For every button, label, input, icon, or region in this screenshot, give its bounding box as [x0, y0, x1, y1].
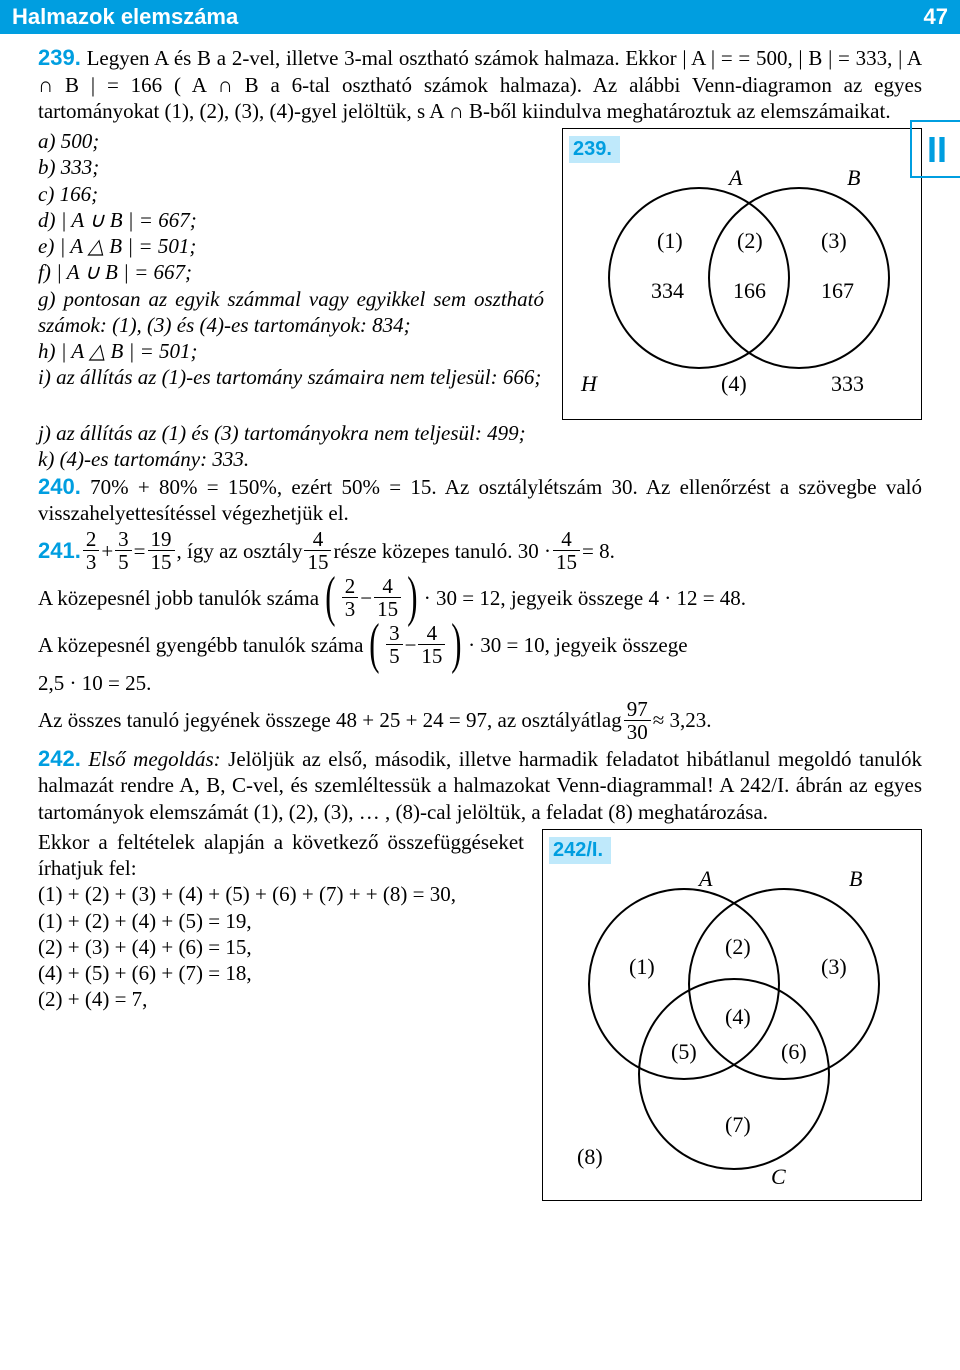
p241-line3: A közepesnél gyengébb tanulók száma ( 35…	[38, 622, 922, 667]
p242-lead: 242. Első megoldás: Jelöljük az első, má…	[38, 745, 922, 825]
p239-answers: a) 500; b) 333; c) 166; d) | A ∪ B | = 6…	[38, 128, 544, 391]
p239-intro: 239. Legyen A és B a 2-vel, illetve 3-ma…	[38, 44, 922, 124]
p242-num: 242.	[38, 746, 81, 771]
p240: 240. 70% + 80% = 150%, ezért 50% = 15. A…	[38, 473, 922, 527]
p239-intro-text: Legyen A és B a 2-vel, illetve 3-mal osz…	[38, 46, 922, 123]
p242-fig-label: 242/I.	[549, 837, 611, 864]
p239-fig-label: 239.	[569, 136, 620, 163]
p241-l1-tail: része közepes tanuló. 30 ·	[333, 538, 551, 564]
venn239-r3: (3)	[821, 228, 847, 253]
p239-e: e) | A △ B | = 501;	[38, 233, 544, 259]
p242-eq1: (1) + (2) + (3) + (4) + (5) + (6) + (7) …	[38, 881, 524, 907]
venn242-r2: (2)	[725, 934, 751, 959]
lparen-icon-2: (	[370, 628, 380, 662]
venn242-r1: (1)	[629, 954, 655, 979]
venn239-H: H	[580, 371, 598, 396]
p239-k: k) (4)-es tartomány: 333.	[38, 446, 922, 472]
venn239-r2: (2)	[737, 228, 763, 253]
p239-b: b) 333;	[38, 154, 544, 180]
venn242-r7: (7)	[725, 1112, 751, 1137]
p242-eq3: (2) + (3) + (4) + (6) = 15,	[38, 934, 524, 960]
rparen-icon: )	[407, 581, 417, 615]
p242-left: Ekkor a feltételek alapján a következő ö…	[38, 829, 524, 1013]
p241-l5-tail: ≈ 3,23.	[653, 707, 712, 733]
p242-eq4: (4) + (5) + (6) + (7) = 18,	[38, 960, 524, 986]
p241-l5-lead: Az összes tanuló jegyének összege 48 + 2…	[38, 707, 622, 733]
venn239-B: B	[847, 165, 860, 190]
venn239-v4: 333	[831, 371, 864, 396]
venn242-r8: (8)	[577, 1144, 603, 1169]
p242-lead-em: Első megoldás:	[88, 747, 220, 771]
venn242-svg: A B C (1) (2) (3) (4) (5) (6) (7) (8)	[549, 864, 909, 1194]
chapter-mark: II	[910, 120, 960, 178]
venn239-r1: (1)	[657, 228, 683, 253]
p241-num: 241.	[38, 537, 81, 565]
p239-figure: 239. A B (1) (2) (3) 334 166 167 (4) 333…	[562, 128, 922, 420]
venn242-C: C	[771, 1164, 786, 1189]
venn239-v1: 334	[651, 278, 684, 303]
p240-text: 70% + 80% = 150%, ezért 50% = 15. Az osz…	[38, 475, 922, 526]
p239-i: i) az állítás az (1)-es tartomány számai…	[38, 364, 544, 390]
venn239-A: A	[727, 165, 743, 190]
venn239-svg: A B (1) (2) (3) 334 166 167 (4) 333 H	[569, 163, 909, 413]
p242-row: Ekkor a feltételek alapján a következő ö…	[38, 829, 922, 1201]
p239-row: a) 500; b) 333; c) 166; d) | A ∪ B | = 6…	[38, 128, 922, 420]
p242-eq2: (1) + (2) + (4) + (5) = 19,	[38, 908, 524, 934]
p241-l1-end: = 8.	[582, 538, 615, 564]
p241-l3-tail: · 30 = 10, jegyeik összege	[468, 632, 687, 658]
page-number: 47	[924, 3, 948, 31]
header-bar: Halmazok elemszáma 47	[0, 0, 960, 34]
venn242-B: B	[849, 866, 862, 891]
p241-l1-mid: , így az osztály	[177, 538, 303, 564]
p240-num: 240.	[38, 474, 81, 499]
venn242-A: A	[697, 866, 713, 891]
p241-l3-lead: A közepesnél gyengébb tanulók száma	[38, 632, 363, 658]
p239-j: j) az állítás az (1) és (3) tartományokr…	[38, 420, 922, 446]
p241-line5: Az összes tanuló jegyének összege 48 + 2…	[38, 698, 922, 743]
p239-d: d) | A ∪ B | = 667;	[38, 207, 544, 233]
p239-h: h) | A △ B | = 501;	[38, 338, 544, 364]
venn242-r3: (3)	[821, 954, 847, 979]
p242-eq5: (2) + (4) = 7,	[38, 986, 524, 1012]
p241-l2-lead: A közepesnél jobb tanulók száma	[38, 585, 319, 611]
header-title: Halmazok elemszáma	[12, 3, 238, 31]
p241-line1: 241. 23 + 35 = 1915 , így az osztály 415…	[38, 528, 922, 573]
p241-l4: 2,5 · 10 = 25.	[38, 670, 922, 696]
p242-mid: Ekkor a feltételek alapján a következő ö…	[38, 829, 524, 882]
p239-a: a) 500;	[38, 128, 544, 154]
lparen-icon: (	[325, 581, 335, 615]
p241-l2-tail: · 30 = 12, jegyeik összege 4 · 12 = 48.	[424, 585, 746, 611]
venn242-r6: (6)	[781, 1039, 807, 1064]
p239-g: g) pontosan az egyik számmal vagy egyikk…	[38, 286, 544, 339]
venn242-r4: (4)	[725, 1004, 751, 1029]
p239-num: 239.	[38, 45, 81, 70]
p241-line2: A közepesnél jobb tanulók száma ( 23 − 4…	[38, 575, 922, 620]
venn239-v3: 167	[821, 278, 854, 303]
p239-f: f) | A ∪ B | = 667;	[38, 259, 544, 285]
p239-c: c) 166;	[38, 181, 544, 207]
page: Halmazok elemszáma 47 II 239. Legyen A é…	[0, 0, 960, 1221]
p242-figure: 242/I. A B C (1) (2) (3) (4) (5) (6) (7)…	[542, 829, 922, 1201]
rparen-icon-2: )	[452, 628, 462, 662]
venn239-v2: 166	[733, 278, 766, 303]
venn242-r5: (5)	[671, 1039, 697, 1064]
venn239-r4: (4)	[721, 371, 747, 396]
